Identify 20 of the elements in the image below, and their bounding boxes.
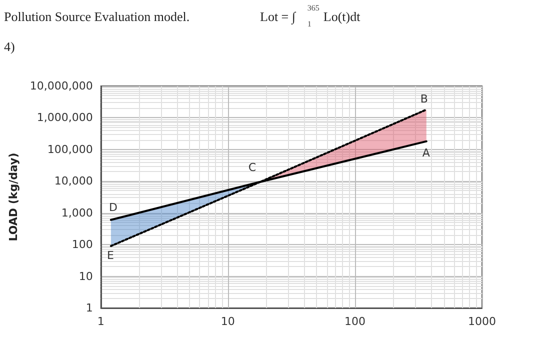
x-tick-label: 1 [97,315,104,328]
text: 4) [4,39,15,54]
y-axis-title: LOAD (kg/day) [7,152,20,242]
y-tick-label: 100 [72,238,93,252]
y-tick-label: 10,000 [54,174,93,188]
annotation: B [420,92,428,106]
y-tick-label: 1,000 [61,206,93,220]
x-tick-label: 100 [344,315,366,328]
y-tick-label: 10 [78,270,93,283]
annotation: A [422,146,430,160]
x-tick-label: 1000 [468,315,496,328]
annotation: D [108,200,118,214]
annotation: C [248,160,256,174]
y-tick-label: 100,000 [47,142,93,156]
text: Pollution Source Evaluation model. [4,9,190,24]
y-tick-label: 1 [86,302,93,314]
y-tick-label: 1,000,000 [36,111,93,124]
y-tick-label: 10,000,000 [30,80,93,92]
x-tick-label: 10 [220,315,235,328]
annotation: E [106,249,114,262]
